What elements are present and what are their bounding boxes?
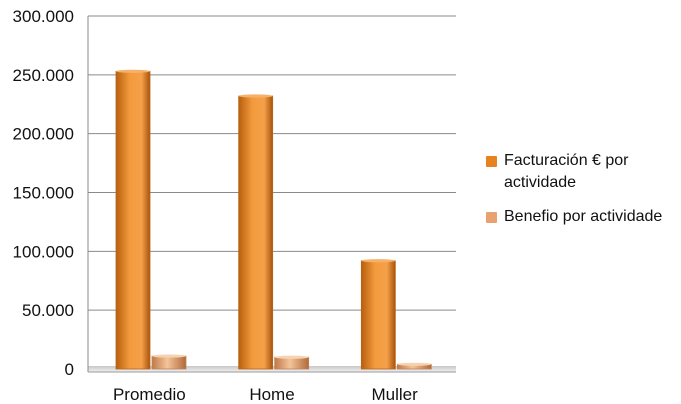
legend-item-beneficio: Benefio por actividade — [486, 206, 681, 228]
bar-cap-home-series-1 — [274, 355, 309, 359]
bar-promedio-series-0 — [115, 70, 151, 370]
bar-home-series-0 — [238, 95, 274, 370]
bar-cap-muller-series-0 — [361, 259, 396, 263]
y-tick-label: 200.000 — [13, 125, 74, 144]
bar-muller-series-0 — [360, 260, 396, 370]
x-category-label: Promedio — [113, 385, 186, 404]
legend: Facturación € por actividade Benefio por… — [486, 150, 681, 240]
x-category-label: Home — [249, 385, 294, 404]
y-tick-label: 100.000 — [13, 242, 74, 261]
bar-home-series-1 — [274, 356, 310, 370]
y-axis-tick-labels: 0 50.000 100.000 150.000 200.000 250.000 300.0… — [13, 7, 74, 379]
y-tick-label: 300.000 — [13, 7, 74, 26]
y-tick-label: 0 — [65, 360, 74, 379]
bar-promedio-series-1 — [151, 355, 187, 370]
bars — [115, 69, 432, 370]
x-axis-category-labels: Promedio Home Muller — [113, 385, 418, 404]
legend-label-beneficio: Benefio por actividade — [504, 208, 663, 225]
bar-cap-promedio-series-1 — [152, 354, 186, 358]
y-tick-label: 250.000 — [13, 66, 74, 85]
y-tick-label: 150.000 — [13, 184, 74, 203]
y-tick-label: 50.000 — [22, 301, 74, 320]
bar-cap-home-series-0 — [238, 94, 273, 98]
legend-label-facturacion: Facturación € por actividade — [504, 152, 629, 191]
legend-swatch-beneficio — [486, 212, 497, 223]
legend-item-facturacion: Facturación € por actividade — [486, 150, 681, 194]
bar-cap-promedio-series-0 — [116, 69, 150, 73]
legend-swatch-facturacion — [486, 156, 497, 167]
x-category-label: Muller — [372, 385, 419, 404]
bar-cap-muller-series-1 — [397, 362, 432, 366]
